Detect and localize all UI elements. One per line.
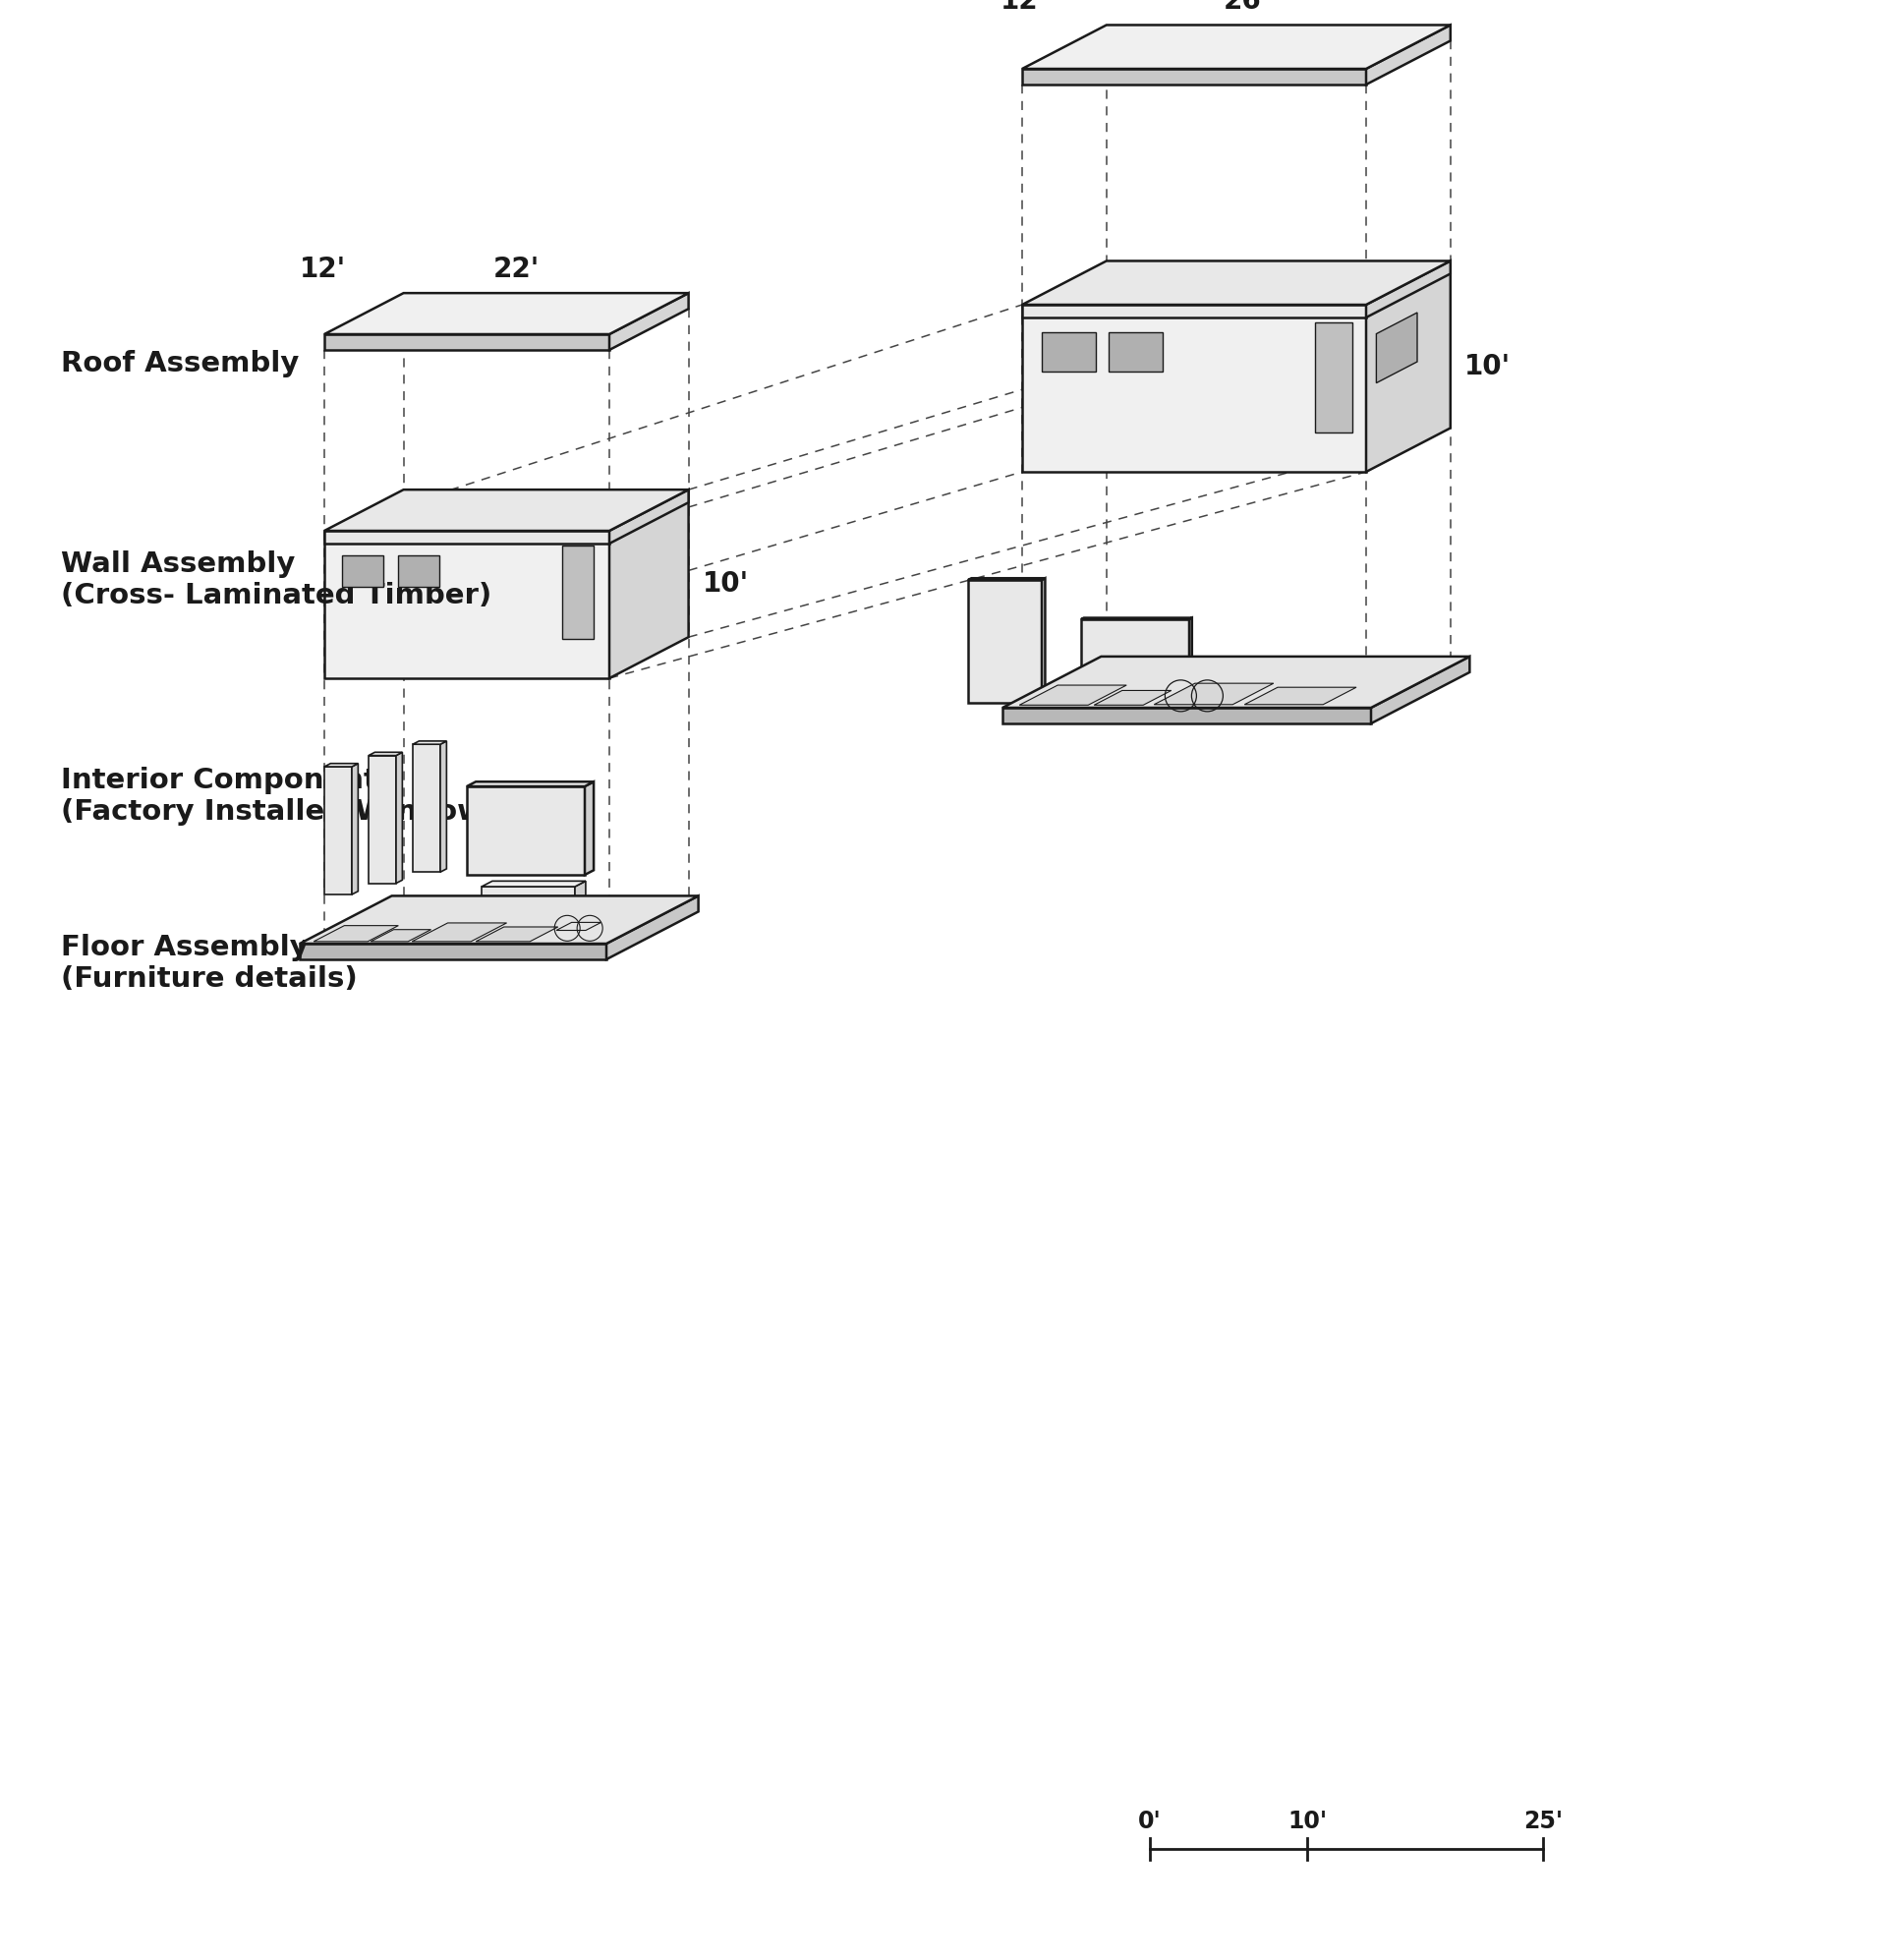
Polygon shape	[325, 335, 610, 351]
Polygon shape	[313, 925, 398, 941]
Polygon shape	[1094, 690, 1172, 706]
Polygon shape	[1189, 617, 1193, 684]
Text: 12': 12'	[300, 255, 345, 284]
Polygon shape	[1032, 278, 1432, 318]
Text: 10': 10'	[702, 570, 749, 598]
Polygon shape	[1023, 25, 1451, 69]
Polygon shape	[576, 882, 585, 907]
Bar	[1315, 321, 1353, 433]
Polygon shape	[610, 490, 689, 543]
Polygon shape	[1023, 304, 1366, 318]
Bar	[562, 545, 594, 639]
Polygon shape	[1023, 304, 1366, 472]
Text: 10': 10'	[1287, 1809, 1327, 1833]
Polygon shape	[481, 886, 576, 907]
Polygon shape	[1245, 688, 1357, 704]
Polygon shape	[300, 943, 606, 958]
Polygon shape	[1002, 708, 1372, 723]
Polygon shape	[466, 786, 585, 874]
Polygon shape	[1002, 657, 1470, 708]
Polygon shape	[476, 927, 559, 941]
Polygon shape	[396, 753, 402, 884]
Polygon shape	[610, 294, 689, 351]
Polygon shape	[325, 531, 610, 543]
Polygon shape	[368, 755, 396, 884]
Polygon shape	[610, 490, 689, 678]
Polygon shape	[1366, 261, 1451, 318]
Text: 12': 12'	[1000, 0, 1047, 16]
Polygon shape	[325, 294, 689, 335]
Polygon shape	[968, 580, 1042, 704]
Polygon shape	[1376, 312, 1417, 382]
Polygon shape	[411, 923, 508, 941]
Bar	[1110, 333, 1162, 372]
Text: 22': 22'	[493, 255, 540, 284]
Polygon shape	[1366, 25, 1451, 84]
Polygon shape	[1019, 686, 1127, 706]
Polygon shape	[368, 753, 402, 755]
Text: 25': 25'	[1523, 1809, 1562, 1833]
Polygon shape	[1155, 684, 1274, 704]
Polygon shape	[370, 929, 430, 941]
Text: Floor Assembly
(Furniture details): Floor Assembly (Furniture details)	[60, 933, 357, 994]
Polygon shape	[1023, 69, 1366, 84]
Polygon shape	[351, 764, 359, 894]
Polygon shape	[481, 882, 585, 886]
Text: 26': 26'	[1223, 0, 1270, 16]
Polygon shape	[1366, 261, 1451, 472]
Polygon shape	[334, 506, 672, 543]
Polygon shape	[325, 531, 610, 678]
Polygon shape	[300, 896, 698, 943]
Bar	[342, 555, 383, 586]
Polygon shape	[585, 782, 594, 874]
Polygon shape	[1372, 657, 1470, 723]
Polygon shape	[1042, 578, 1045, 704]
Polygon shape	[606, 896, 698, 958]
Polygon shape	[325, 764, 359, 766]
Polygon shape	[1081, 619, 1189, 684]
Text: 10': 10'	[1464, 353, 1510, 380]
Bar	[1042, 333, 1096, 372]
Polygon shape	[440, 741, 447, 872]
Text: 0': 0'	[1138, 1809, 1162, 1833]
Polygon shape	[413, 741, 447, 745]
Polygon shape	[1023, 261, 1451, 304]
Polygon shape	[325, 766, 351, 894]
Polygon shape	[466, 782, 594, 786]
Polygon shape	[413, 745, 440, 872]
Polygon shape	[325, 490, 689, 531]
Text: Interior Components
(Factory Installed Windows): Interior Components (Factory Installed W…	[60, 766, 513, 825]
Text: Roof Assembly: Roof Assembly	[60, 351, 300, 378]
Bar	[398, 555, 440, 586]
Text: Wall Assembly
(Cross- Laminated Timber): Wall Assembly (Cross- Laminated Timber)	[60, 551, 493, 610]
